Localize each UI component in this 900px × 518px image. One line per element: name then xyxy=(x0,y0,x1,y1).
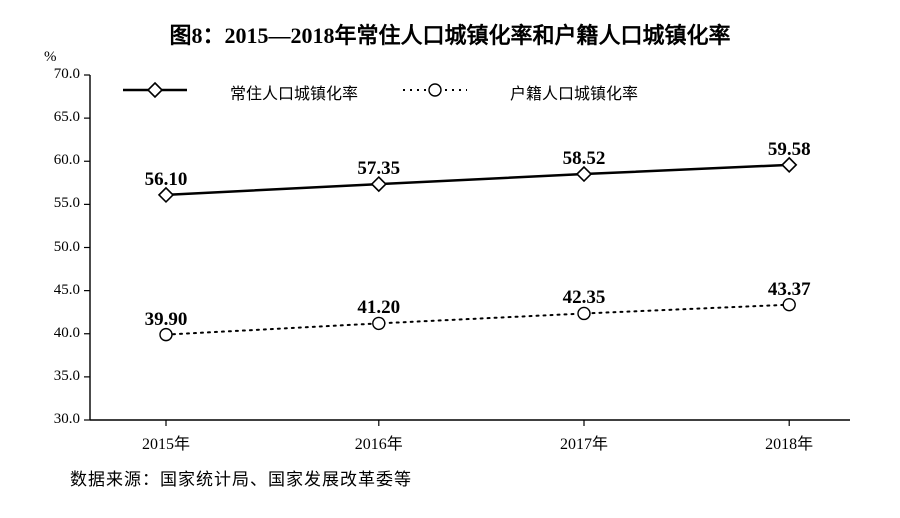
y-tick-label: 40.0 xyxy=(20,325,80,342)
y-tick-label: 45.0 xyxy=(20,282,80,299)
y-tick-label: 35.0 xyxy=(20,368,80,385)
data-label: 41.20 xyxy=(357,297,400,319)
data-label: 58.52 xyxy=(563,148,606,170)
data-label: 59.58 xyxy=(768,139,811,161)
y-tick-label: 55.0 xyxy=(20,195,80,212)
y-tick-label: 60.0 xyxy=(20,152,80,169)
series-line-1 xyxy=(166,305,789,335)
data-label: 57.35 xyxy=(357,158,400,180)
y-tick-label: 65.0 xyxy=(20,109,80,126)
y-tick-label: 70.0 xyxy=(20,66,80,83)
chart-source: 数据来源：国家统计局、国家发展改革委等 xyxy=(70,465,412,490)
legend-label: 户籍人口城镇化率 xyxy=(510,80,638,104)
legend-label: 常住人口城镇化率 xyxy=(230,80,358,104)
data-label: 43.37 xyxy=(768,279,811,301)
x-tick-label: 2017年 xyxy=(560,430,608,454)
series-line-0 xyxy=(166,165,789,195)
data-label: 42.35 xyxy=(563,287,606,309)
x-tick-label: 2015年 xyxy=(142,430,190,454)
y-tick-label: 30.0 xyxy=(20,411,80,428)
y-tick-label: 50.0 xyxy=(20,239,80,256)
x-tick-label: 2018年 xyxy=(765,430,813,454)
x-tick-label: 2016年 xyxy=(355,430,403,454)
data-label: 56.10 xyxy=(145,169,188,191)
data-label: 39.90 xyxy=(145,309,188,331)
chart-container: 图8：2015—2018年常住人口城镇化率和户籍人口城镇化率 % 数据来源：国家… xyxy=(0,0,900,518)
